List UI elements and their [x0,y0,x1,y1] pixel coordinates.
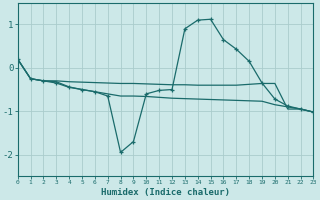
X-axis label: Humidex (Indice chaleur): Humidex (Indice chaleur) [101,188,230,197]
